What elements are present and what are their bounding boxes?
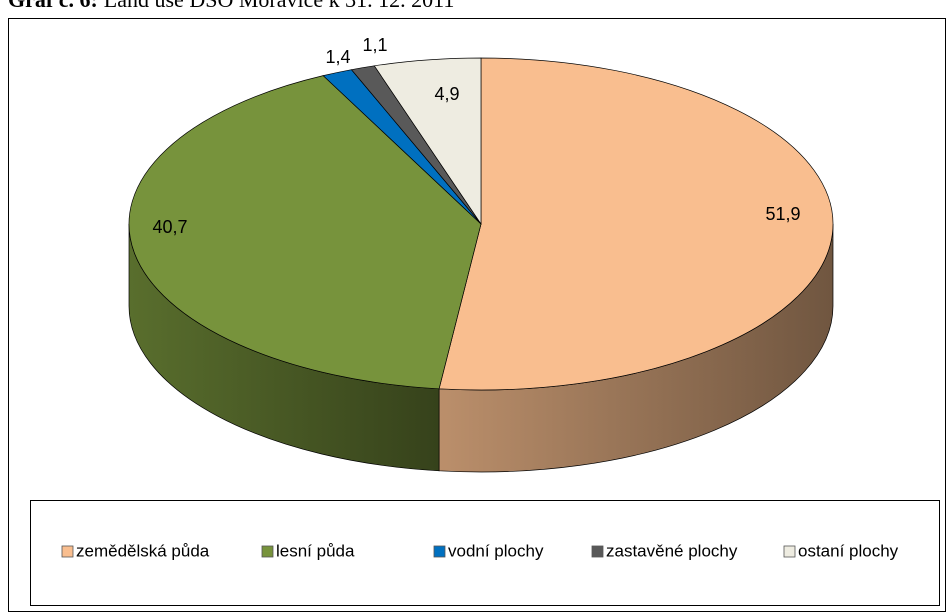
legend-swatch (261, 545, 274, 558)
pie-slice (128, 75, 482, 390)
legend-label: lesní půda (276, 541, 355, 560)
data-label: 1,4 (325, 47, 350, 67)
legend-label: zemědělská půda (76, 541, 210, 560)
data-label: 1,1 (362, 35, 387, 55)
chart-title: Graf č. 6: Land use DSO Moravice k 31. 12… (8, 0, 454, 12)
legend-swatch (61, 545, 74, 558)
pie-slice (438, 57, 834, 391)
data-label: 40,7 (152, 217, 187, 237)
legend-swatch (783, 545, 796, 558)
data-label: 4,9 (434, 84, 459, 104)
title-number: Graf č. 6: (8, 0, 98, 12)
pie-slice (373, 57, 482, 226)
legend-swatch (591, 545, 604, 558)
legend-swatch (433, 545, 446, 558)
title-text: Land use DSO Moravice k 31. 12. 2011 (104, 0, 455, 12)
data-label: 51,9 (765, 204, 800, 224)
legend-label: zastavěné plochy (606, 541, 738, 560)
chart-border (8, 18, 946, 612)
legend-label: vodní plochy (448, 541, 544, 560)
legend-label: ostaní plochy (798, 541, 899, 560)
